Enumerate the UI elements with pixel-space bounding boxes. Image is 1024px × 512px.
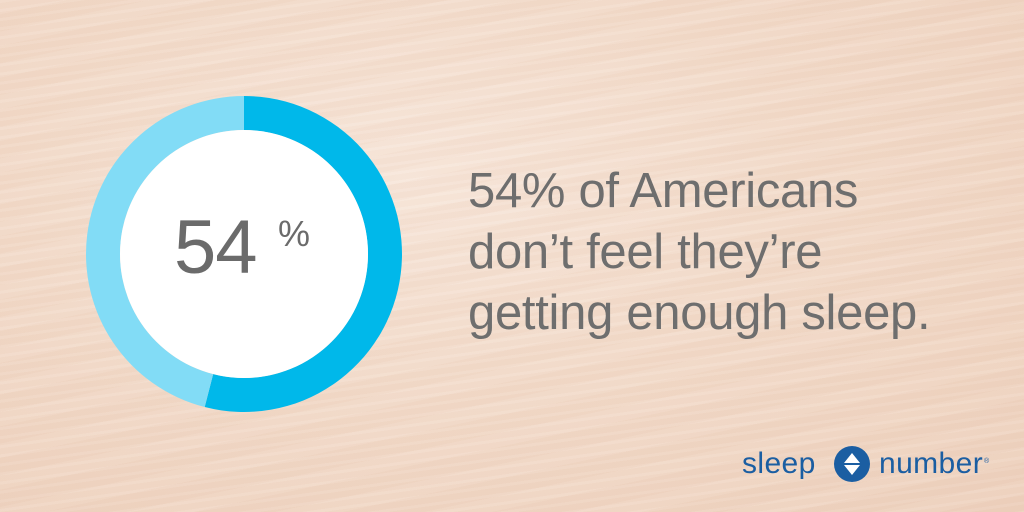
brand-right-word: number bbox=[879, 447, 984, 480]
donut-segment-primary bbox=[204, 96, 402, 412]
donut-center-fill bbox=[120, 130, 368, 378]
headline-line-1: 54% of Americans bbox=[468, 164, 859, 218]
headline-line-2: don’t feel they’re bbox=[468, 225, 823, 279]
center-unit: % bbox=[278, 213, 311, 254]
center-value: 54 bbox=[174, 205, 258, 290]
donut-center-label: 54 % bbox=[170, 206, 320, 306]
headline: 54% of Americans don’t feel they’re gett… bbox=[468, 161, 968, 344]
headline-line-3: getting enough sleep. bbox=[468, 286, 931, 340]
brand-logo: sleep number ® bbox=[742, 444, 994, 488]
brand-left-word: sleep bbox=[742, 447, 816, 480]
donut-chart bbox=[86, 96, 402, 412]
up-down-arrows-icon bbox=[834, 446, 870, 482]
donut-segment-remainder bbox=[86, 96, 244, 408]
trademark-symbol: ® bbox=[984, 458, 990, 465]
